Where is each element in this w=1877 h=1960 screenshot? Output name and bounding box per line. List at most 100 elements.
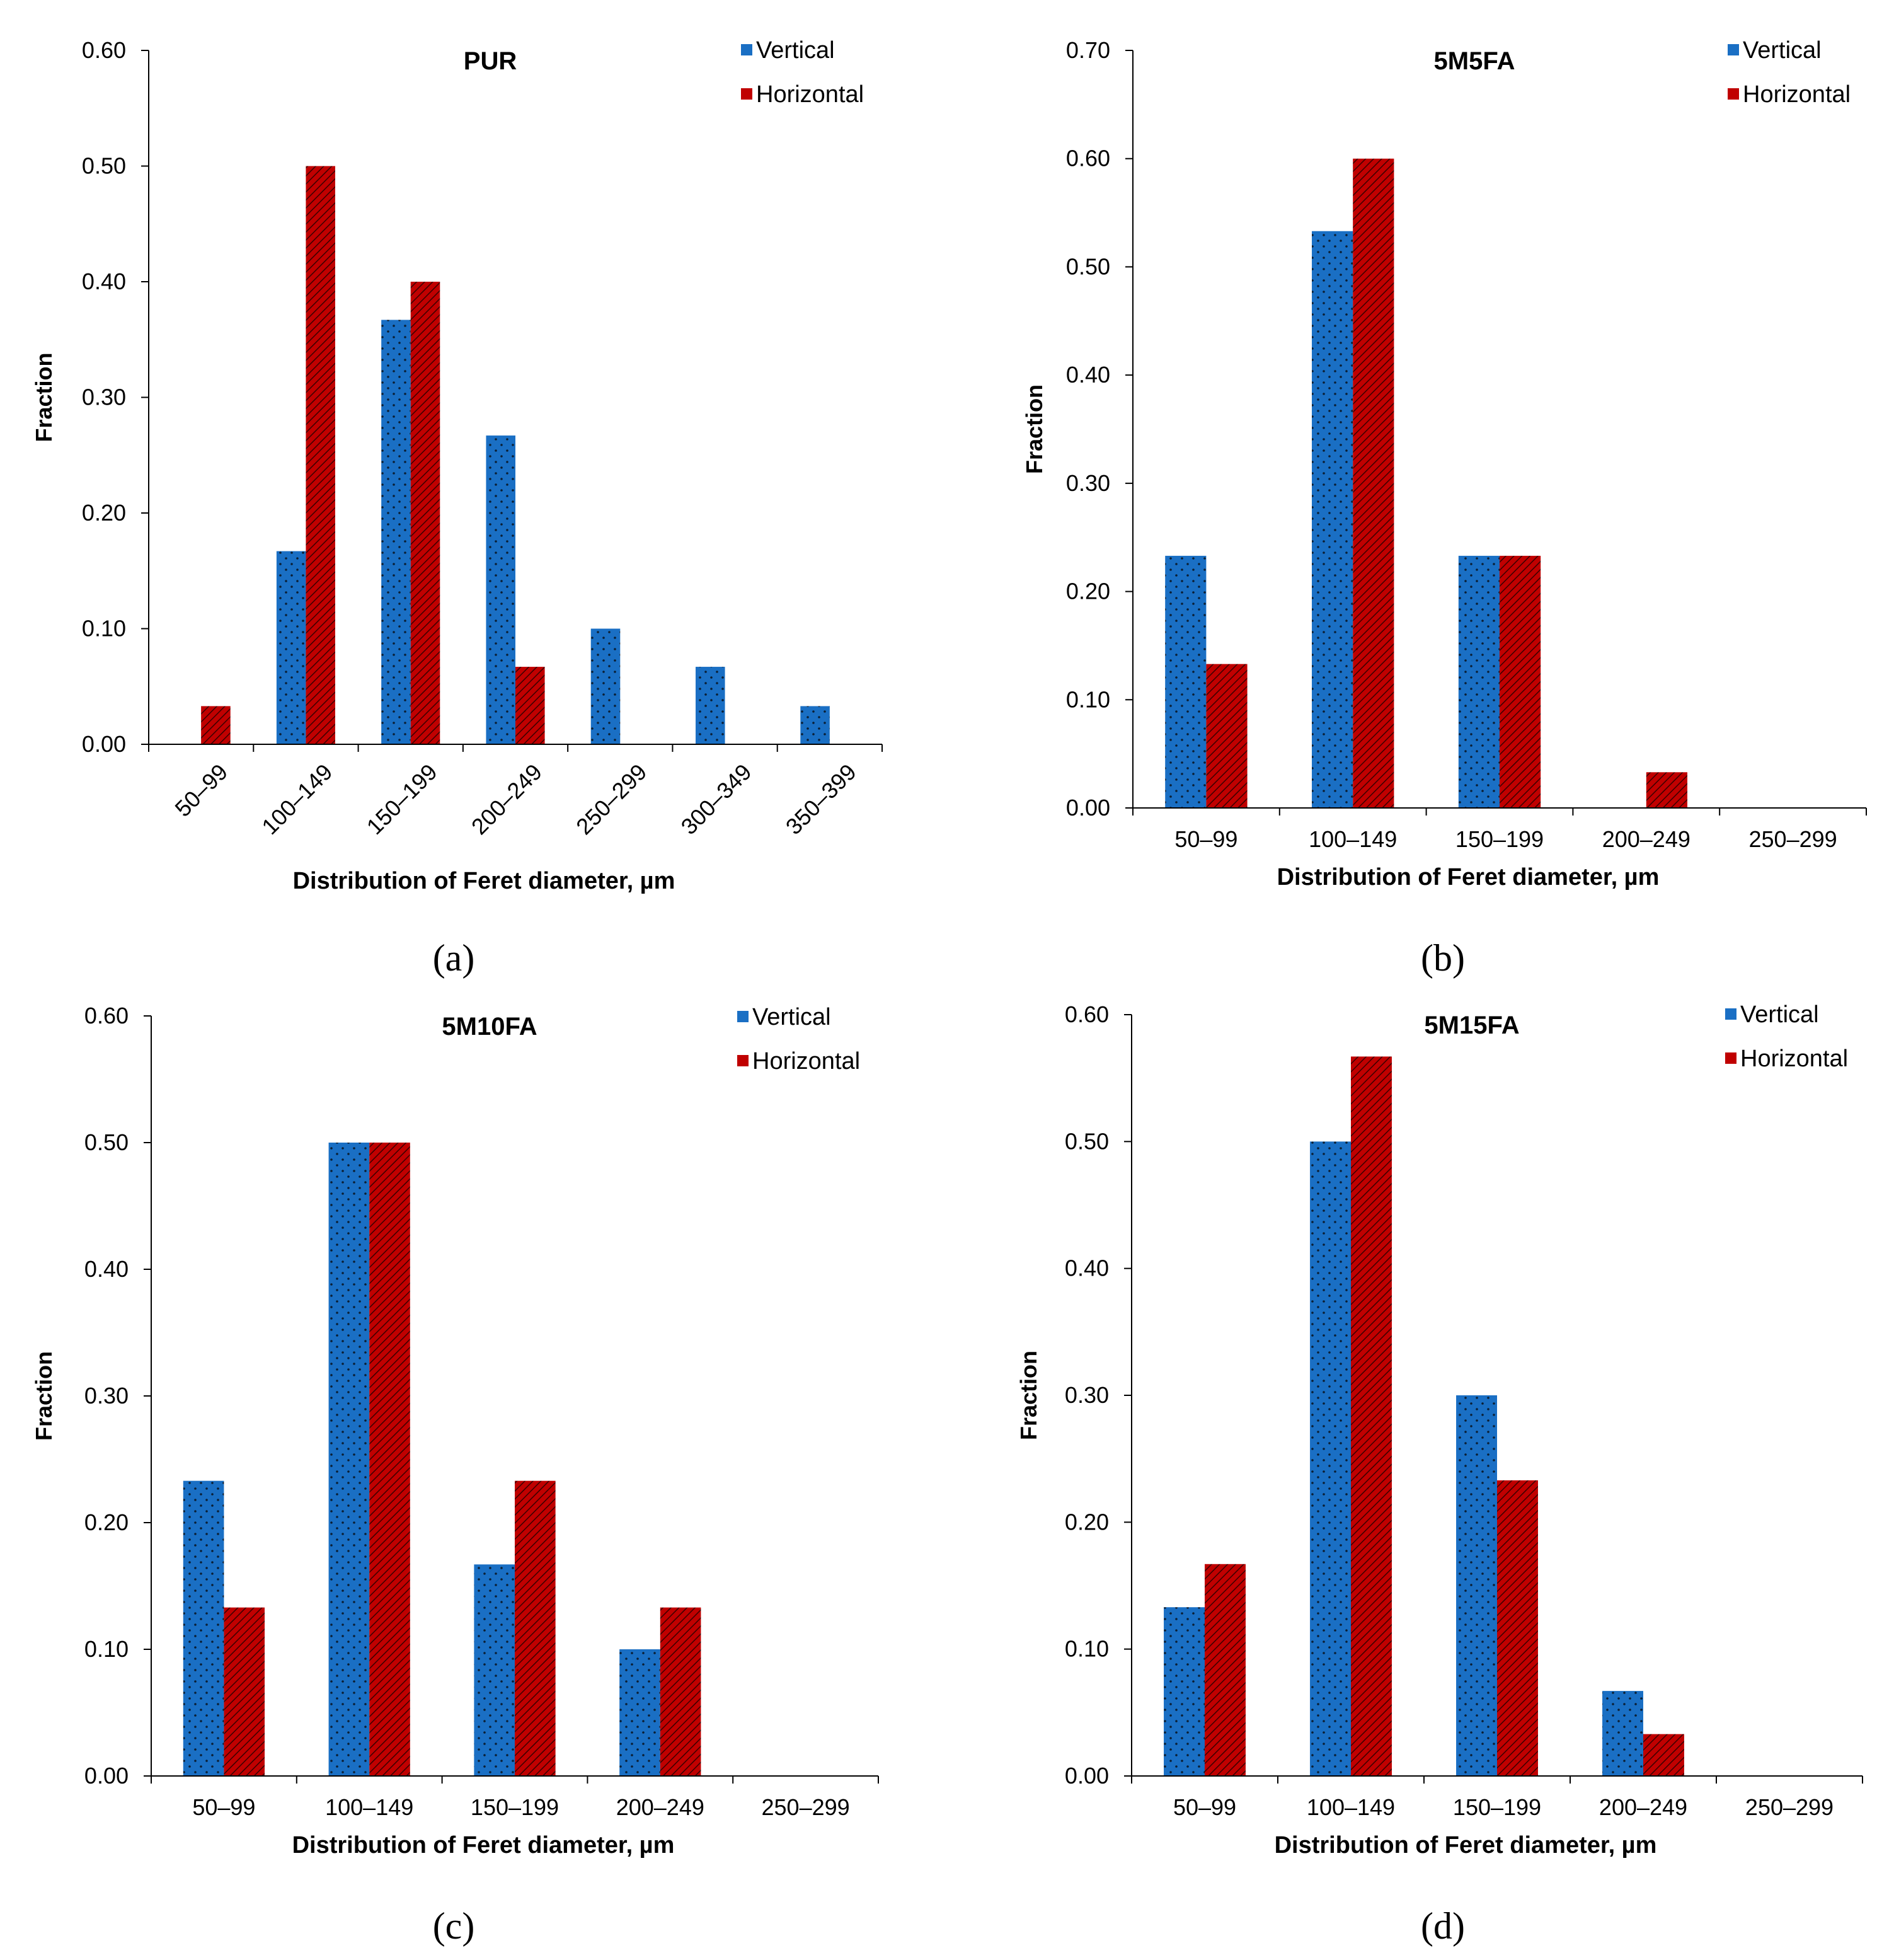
x-tick-label: 250–299 (762, 1794, 850, 1820)
legend-label-horizontal: Horizontal (752, 1048, 860, 1075)
bar-vertical (486, 435, 515, 744)
y-tick-label: 0.30 (82, 384, 126, 410)
chart-title: 5M10FA (442, 1013, 537, 1041)
bar-horizontal (1205, 1564, 1246, 1776)
panel-a-pur: 0.00 0.10 0.20 0.30 0.40 0.50 0.60 50–99 100–149… (31, 37, 883, 979)
y-tick-label: 0.00 (82, 731, 126, 757)
y-tick-label: 0.40 (82, 268, 126, 294)
legend-label-vertical: Vertical (1743, 37, 1822, 64)
bar-vertical (474, 1564, 515, 1776)
y-tick-label: 0.20 (82, 500, 126, 526)
bar-horizontal (1353, 158, 1394, 809)
panel-caption: (c) (433, 1905, 475, 1947)
y-tick-label: 0.50 (1065, 1128, 1109, 1154)
x-tick-label: 100–149 (1307, 1794, 1395, 1820)
panel-d-5m15fa: 0.00 0.10 0.20 0.30 0.40 0.50 0.60 50–99 100–149… (1016, 1001, 1863, 1947)
bar-vertical (1164, 1607, 1205, 1776)
y-tick-label: 0.60 (82, 37, 126, 63)
chart-title: 5M5FA (1434, 47, 1515, 75)
y-tick-label: 0.60 (84, 1003, 129, 1029)
legend-swatch-horizontal (1728, 88, 1739, 100)
bar-horizontal (1497, 1480, 1538, 1776)
y-tick-label: 0.10 (1066, 686, 1110, 712)
bar-vertical (1312, 231, 1353, 809)
y-axis-label: Fraction (1016, 1351, 1042, 1440)
legend-swatch-horizontal (737, 1055, 749, 1066)
bar-horizontal (306, 166, 335, 744)
bar-horizontal (201, 706, 231, 744)
legend-swatch-horizontal (1725, 1052, 1736, 1064)
y-tick-label: 0.20 (1065, 1509, 1109, 1535)
y-tick-label: 0.20 (1066, 579, 1110, 604)
x-tick-label: 150–199 (1453, 1794, 1541, 1820)
x-tick-label: 200–249 (1602, 826, 1690, 852)
y-tick-label: 0.50 (82, 153, 126, 179)
y-tick-label: 0.10 (84, 1636, 129, 1662)
y-tick-label: 0.70 (1066, 37, 1110, 63)
y-tick-label: 0.10 (1065, 1636, 1109, 1662)
y-tick-label: 0.40 (1066, 362, 1110, 388)
bar-horizontal (1500, 555, 1541, 808)
y-tick-label: 0.60 (1066, 146, 1110, 171)
y-axis-label: Fraction (1021, 384, 1047, 474)
y-tick-label: 0.20 (84, 1509, 129, 1535)
bar-vertical (1602, 1691, 1643, 1776)
bar-horizontal (1206, 664, 1248, 808)
y-tick-label: 0.60 (1065, 1001, 1109, 1027)
x-tick-label: 150–199 (471, 1794, 559, 1820)
x-tick-label: 50–99 (1174, 826, 1237, 852)
x-tick-label: 250–299 (1749, 826, 1837, 852)
bar-vertical (1165, 555, 1207, 808)
bar-vertical (619, 1649, 660, 1776)
bar-vertical (1458, 555, 1500, 808)
bar-vertical (183, 1480, 224, 1776)
x-tick-label: 350–399 (781, 759, 861, 839)
legend-swatch-horizontal (741, 88, 752, 100)
y-tick-label: 0.50 (1066, 253, 1110, 279)
bar-vertical (276, 551, 306, 744)
y-tick-label: 0.40 (84, 1256, 129, 1282)
bar-horizontal (224, 1607, 265, 1776)
x-tick-label: 200–249 (616, 1794, 704, 1820)
x-tick-label: 50–99 (192, 1794, 255, 1820)
chart-title: PUR (464, 47, 517, 75)
legend-label-vertical: Vertical (752, 1004, 831, 1030)
bar-horizontal (515, 667, 545, 744)
bar-vertical (1310, 1141, 1351, 1776)
legend-swatch-vertical (741, 44, 752, 55)
legend-label-vertical: Vertical (1740, 1001, 1819, 1028)
y-tick-label: 0.50 (84, 1129, 129, 1155)
y-tick-label: 0.30 (1065, 1382, 1109, 1408)
legend-label-horizontal: Horizontal (1743, 81, 1851, 108)
bar-horizontal (515, 1480, 556, 1776)
x-tick-label: 100–149 (325, 1794, 413, 1820)
panel-b-5m5fa: 0.00 0.10 0.20 0.30 0.40 0.50 0.60 0.70 50–99 100… (1021, 37, 1867, 979)
bar-horizontal (1643, 1734, 1684, 1776)
bar-vertical (800, 706, 830, 744)
x-axis-label: Distribution of Feret diameter, µm (1277, 864, 1660, 891)
x-tick-label: 100–149 (1309, 826, 1397, 852)
x-tick-label: 200–249 (466, 759, 547, 839)
y-tick-label: 0.30 (84, 1383, 129, 1409)
y-tick-label: 0.00 (1066, 795, 1110, 821)
x-tick-label: 50–99 (169, 759, 232, 822)
x-axis-label: Distribution of Feret diameter, µm (1275, 1832, 1657, 1859)
chart-title: 5M15FA (1424, 1012, 1519, 1039)
bar-vertical (328, 1143, 370, 1776)
panel-caption: (a) (433, 937, 475, 979)
legend-label-horizontal: Horizontal (756, 81, 864, 108)
bar-vertical (590, 628, 621, 744)
y-tick-label: 0.00 (1065, 1763, 1109, 1789)
bar-horizontal (410, 282, 440, 744)
legend-swatch-vertical (1728, 44, 1739, 55)
panel-c-5m10fa: 0.00 0.10 0.20 0.30 0.40 0.50 0.60 50–99 100–149… (31, 1003, 879, 1947)
legend-swatch-vertical (1725, 1008, 1736, 1020)
legend-swatch-vertical (737, 1011, 749, 1022)
bar-horizontal (1646, 772, 1687, 808)
bar-horizontal (660, 1607, 701, 1776)
x-axis-label: Distribution of Feret diameter, µm (292, 1832, 675, 1859)
bar-horizontal (1351, 1056, 1392, 1776)
y-axis-label: Fraction (31, 352, 57, 442)
bar-vertical (1456, 1395, 1497, 1776)
